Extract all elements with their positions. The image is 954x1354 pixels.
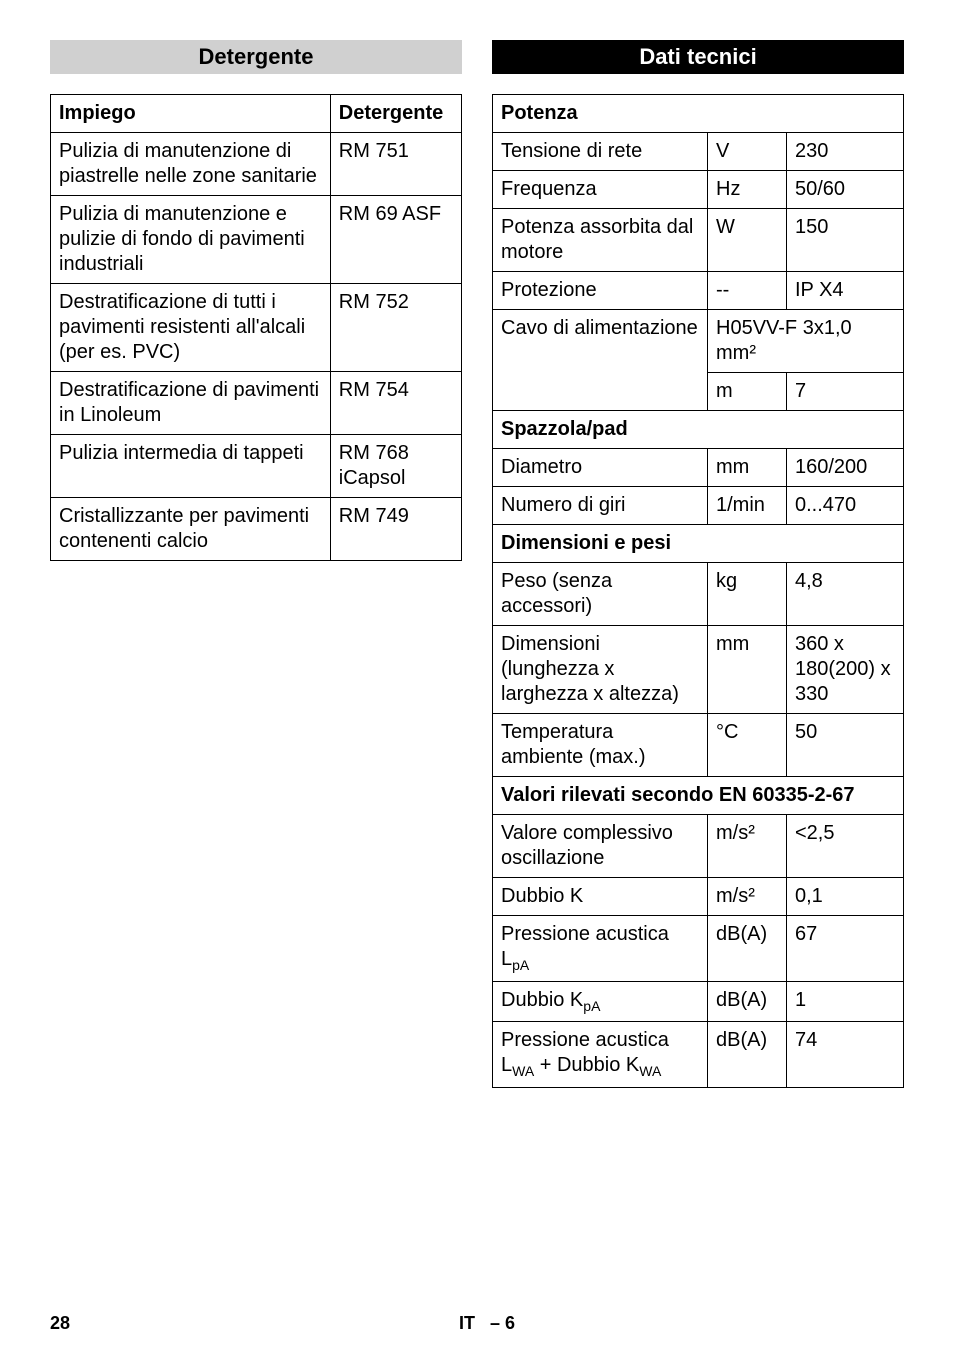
spec-label: Pressione acustica LWA + Dubbio KWA: [493, 1022, 708, 1088]
spec-value: 50/60: [787, 171, 904, 209]
spec-unit: 1/min: [708, 487, 787, 525]
cell: RM 749: [330, 498, 461, 561]
table-row: Cristallizzante per pavimenti contenenti…: [51, 498, 462, 561]
cell: RM 751: [330, 133, 461, 196]
spec-value: 4,8: [787, 563, 904, 626]
cell: Cristallizzante per pavimenti contenenti…: [51, 498, 331, 561]
section-heading: Dimensioni e pesi: [493, 525, 904, 563]
cell: Destratificazione di pavimenti in Linole…: [51, 372, 331, 435]
col-detergente: Detergente: [330, 95, 461, 133]
footer-lang: IT: [459, 1313, 475, 1333]
spec-label: Potenza assorbita dal motore: [493, 209, 708, 272]
right-header: Dati tecnici: [492, 40, 904, 74]
spec-unit: dB(A): [708, 981, 787, 1022]
spec-unit: mm: [708, 626, 787, 714]
spec-label: Tensione di rete: [493, 133, 708, 171]
cell: Pulizia di manutenzione di piastrelle ne…: [51, 133, 331, 196]
section-heading: Valori rilevati secondo EN 60335-2-67: [493, 777, 904, 815]
spec-label: Dubbio KpA: [493, 981, 708, 1022]
section-heading: Potenza: [493, 95, 904, 133]
spec-unit: --: [708, 272, 787, 310]
spec-value: <2,5: [787, 815, 904, 878]
spec-value: 360 x 180(200) x 330: [787, 626, 904, 714]
spec-unit: Hz: [708, 171, 787, 209]
spec-value: 150: [787, 209, 904, 272]
spec-unit: kg: [708, 563, 787, 626]
dati-tecnici-table: PotenzaTensione di reteV230FrequenzaHz50…: [492, 94, 904, 1088]
spec-label: Valore complessivo oscillazione: [493, 815, 708, 878]
table-row: Destratificazione di pavimenti in Linole…: [51, 372, 462, 435]
spec-label: Protezione: [493, 272, 708, 310]
spec-value: 0,1: [787, 878, 904, 916]
spec-value: IP X4: [787, 272, 904, 310]
table-row: Pulizia di manutenzione di piastrelle ne…: [51, 133, 462, 196]
spec-value: 7: [787, 373, 904, 411]
spec-unit: dB(A): [708, 1022, 787, 1088]
spec-unit: V: [708, 133, 787, 171]
cell: Destratificazione di tutti i pavimenti r…: [51, 284, 331, 372]
spec-value: 230: [787, 133, 904, 171]
cell: RM 69 ASF: [330, 196, 461, 284]
spec-label: Temperatura ambiente (max.): [493, 714, 708, 777]
spec-label: Pressione acustica LpA: [493, 916, 708, 982]
spec-unit: dB(A): [708, 916, 787, 982]
spec-value: 67: [787, 916, 904, 982]
footer-center: IT – 6: [459, 1313, 515, 1334]
spec-label: Dimensioni (lunghezza x larghezza x alte…: [493, 626, 708, 714]
table-row: Pulizia di manutenzione e pulizie di fon…: [51, 196, 462, 284]
cell: RM 754: [330, 372, 461, 435]
cell: RM 768 iCapsol: [330, 435, 461, 498]
cell: Pulizia intermedia di tappeti: [51, 435, 331, 498]
spec-unit: m: [708, 373, 787, 411]
spec-unit: mm: [708, 449, 787, 487]
cell: RM 752: [330, 284, 461, 372]
spec-merged: H05VV-F 3x1,0 mm²: [708, 310, 904, 373]
table-row: Destratificazione di tutti i pavimenti r…: [51, 284, 462, 372]
spec-unit: °C: [708, 714, 787, 777]
section-heading: Spazzola/pad: [493, 411, 904, 449]
page-number: 28: [50, 1313, 70, 1334]
cell: Pulizia di manutenzione e pulizie di fon…: [51, 196, 331, 284]
footer: 28 IT – 6: [50, 1303, 904, 1334]
spec-label: Diametro: [493, 449, 708, 487]
spec-value: 160/200: [787, 449, 904, 487]
spec-value: 74: [787, 1022, 904, 1088]
footer-sub: – 6: [490, 1313, 515, 1333]
left-header: Detergente: [50, 40, 462, 74]
detergente-table: Impiego Detergente Pulizia di manutenzio…: [50, 94, 462, 561]
spec-unit: m/s²: [708, 878, 787, 916]
spec-label: Frequenza: [493, 171, 708, 209]
col-impiego: Impiego: [51, 95, 331, 133]
spec-unit: W: [708, 209, 787, 272]
spec-label: Cavo di alimentazione: [493, 310, 708, 411]
spec-value: 0...470: [787, 487, 904, 525]
spec-value: 1: [787, 981, 904, 1022]
spec-label: Numero di giri: [493, 487, 708, 525]
spec-label: Dubbio K: [493, 878, 708, 916]
spec-unit: m/s²: [708, 815, 787, 878]
spec-value: 50: [787, 714, 904, 777]
table-row: Pulizia intermedia di tappeti RM 768 iCa…: [51, 435, 462, 498]
spec-label: Peso (senza accessori): [493, 563, 708, 626]
